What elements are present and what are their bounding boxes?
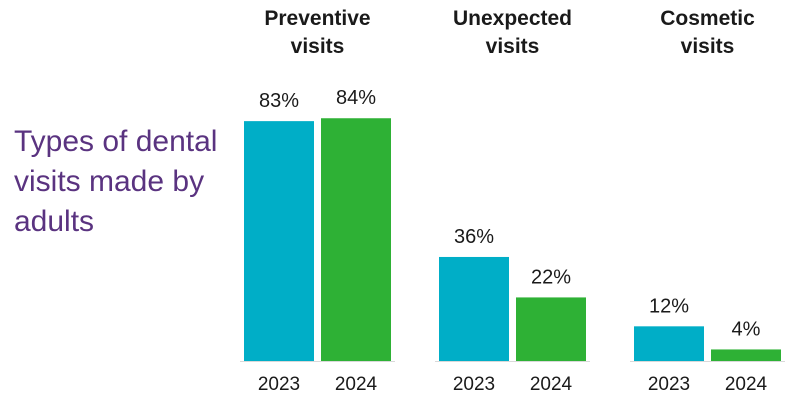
bar-2024: [516, 297, 586, 361]
year-tick-label: 2023: [453, 374, 495, 395]
bar-2023: [244, 121, 314, 361]
year-tick-label: 2023: [258, 374, 300, 395]
year-tick-label: 2024: [725, 374, 768, 395]
group-label: Preventive: [264, 7, 370, 30]
year-tick-label: 2024: [530, 374, 573, 395]
value-label: 22%: [531, 266, 571, 288]
year-tick-label: 2023: [648, 374, 690, 395]
value-label: 4%: [732, 318, 761, 340]
bar-2023: [634, 326, 704, 361]
year-tick-label: 2024: [335, 374, 378, 395]
group-label: visits: [486, 35, 540, 58]
value-label: 83%: [259, 90, 299, 112]
bar-2024: [711, 349, 781, 361]
chart-title: Types of dental visits made by adults: [14, 125, 218, 238]
group-label: Cosmetic: [660, 7, 755, 30]
value-label: 36%: [454, 226, 494, 248]
group-label: visits: [681, 35, 735, 58]
group-label: visits: [291, 35, 345, 58]
bar-2023: [439, 256, 509, 361]
group-label: Unexpected: [453, 7, 572, 30]
bar-2024: [321, 118, 391, 362]
value-label: 84%: [336, 87, 376, 109]
value-label: 12%: [649, 295, 689, 317]
